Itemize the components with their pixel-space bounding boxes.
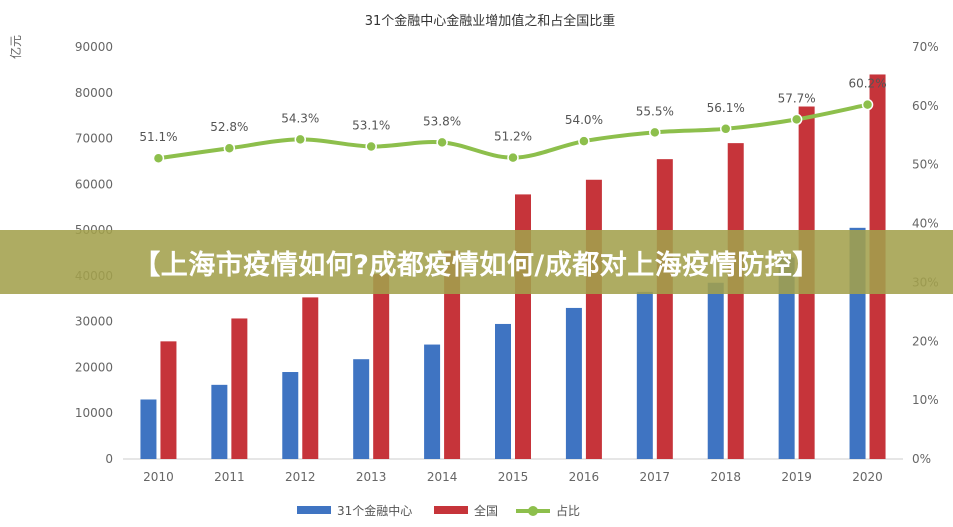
legend: 31个金融中心 全国 占比 (297, 503, 580, 518)
ratio-point (578, 135, 590, 147)
x-tick-label: 2010 (143, 470, 174, 484)
ratio-point (719, 123, 732, 135)
ratio-data-label: 52.8% (210, 120, 248, 134)
chart-title: 31个金融中心金融业增加值之和占全国比重 (365, 13, 616, 29)
bar-31-centers (707, 282, 724, 459)
ratio-data-label: 56.1% (707, 101, 745, 115)
ratio-data-label: 51.1% (139, 130, 177, 144)
x-tick-label: 2011 (214, 470, 245, 484)
y-tick-label: 30000 (75, 315, 113, 329)
bar-31-centers (353, 359, 370, 459)
ratio-point (436, 136, 448, 149)
y-tick-label: 20000 (75, 360, 113, 374)
y2-tick-label: 70% (912, 40, 939, 54)
legend-label: 31个金融中心 (337, 503, 412, 518)
y2-tick-label: 60% (912, 99, 939, 113)
y-tick-label: 80000 (75, 86, 113, 100)
ratio-data-label: 53.1% (352, 118, 390, 132)
bar-31-centers (636, 291, 653, 459)
bar-31-centers (495, 323, 511, 459)
bar-31-centers (140, 399, 157, 459)
bar-31-centers (778, 257, 795, 459)
bar-31-centers (211, 384, 228, 459)
y2-tick-label: 40% (912, 217, 939, 231)
ratio-data-label: 60.2% (848, 77, 886, 91)
ratio-point (223, 142, 236, 154)
ratio-point (790, 113, 803, 126)
ratio-point (649, 126, 661, 139)
x-tick-label: 2019 (781, 470, 812, 484)
x-tick-label: 2018 (710, 470, 741, 484)
ratio-data-label: 53.8% (423, 114, 461, 128)
bar-national (231, 318, 248, 459)
y-axis-label: 亿元 (8, 35, 23, 59)
ratio-data-label: 54.0% (565, 113, 603, 127)
ratio-data-label: 55.5% (636, 104, 674, 118)
banner-text: 【上海市疫情如何?成都疫情如何/成都对上海疫情防控】 (133, 249, 820, 281)
legend-label: 全国 (474, 503, 498, 518)
y-tick-label: 90000 (75, 40, 113, 54)
x-tick-label: 2020 (852, 470, 883, 484)
ratio-data-label: 51.2% (494, 130, 532, 144)
bar-31-centers (424, 344, 441, 459)
bar-national (656, 159, 673, 459)
legend-swatch (434, 506, 468, 514)
ratio-point (152, 152, 165, 164)
legend-swatch (297, 506, 331, 514)
y-tick-label: 0 (105, 452, 113, 466)
overlay-banner: 【上海市疫情如何?成都疫情如何/成都对上海疫情防控】 (0, 230, 953, 294)
legend-label: 占比 (556, 503, 580, 518)
x-tick-label: 2015 (498, 470, 529, 484)
y2-tick-label: 10% (912, 393, 939, 407)
ratio-point (507, 151, 519, 164)
ratio-line: 51.1% 52.8% 54.3% 53.1% 53.8% 51.2% 54.0% 55.5%… (139, 77, 887, 164)
x-axis: 2010 2011 2012 2013 2014 2015 2016 2017 2018 2019… (143, 470, 883, 484)
y-tick-label: 70000 (75, 132, 113, 146)
legend-marker (528, 506, 538, 516)
bar-national (585, 179, 602, 459)
bar-31-centers (565, 307, 582, 459)
ratio-data-label: 54.3% (281, 111, 319, 125)
x-tick-label: 2012 (285, 470, 316, 484)
bars (140, 74, 886, 459)
ratio-point (365, 140, 377, 153)
x-tick-label: 2016 (569, 470, 600, 484)
bar-national (302, 297, 319, 459)
bar-national (444, 250, 461, 459)
bar-national (727, 143, 744, 459)
ratio-point (294, 133, 307, 146)
y2-tick-label: 0% (912, 452, 931, 466)
bar-national (373, 274, 390, 459)
x-tick-label: 2017 (640, 470, 671, 484)
x-tick-label: 2013 (356, 470, 387, 484)
bar-31-centers (282, 372, 299, 459)
y-tick-label: 60000 (75, 177, 113, 191)
y2-tick-label: 50% (912, 158, 939, 172)
x-tick-label: 2014 (427, 470, 458, 484)
ratio-data-label: 57.7% (778, 91, 816, 105)
bar-national (160, 341, 177, 459)
y-tick-label: 10000 (75, 406, 113, 420)
y2-tick-label: 20% (912, 334, 939, 348)
ratio-point (861, 98, 874, 111)
